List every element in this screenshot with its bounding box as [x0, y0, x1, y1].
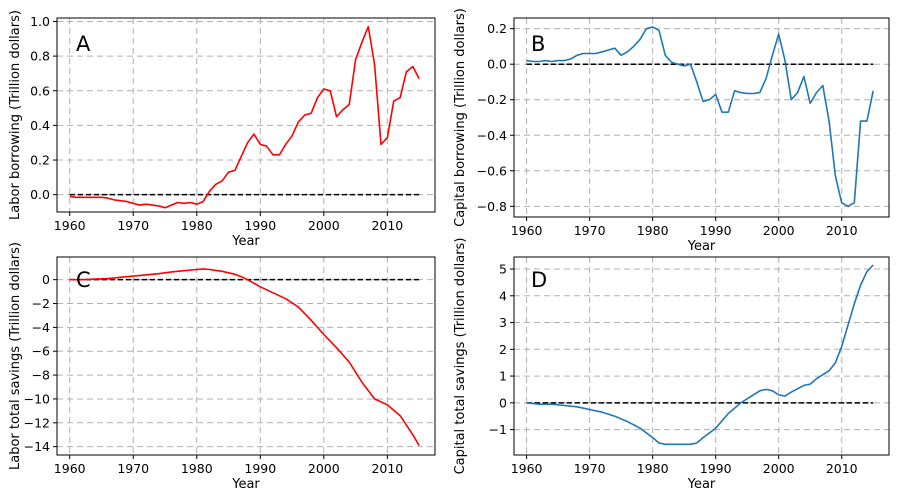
panel-a-x-tick-label: 1980 [181, 218, 213, 233]
panel-a-series-line [69, 25, 420, 209]
panel-d-y-tick-label: 2 [499, 342, 507, 357]
panel-d-y-tick-label: 0 [499, 395, 507, 410]
panel-d-y-tick-label: 3 [499, 315, 507, 330]
panel-a-x-tick-label: 2010 [371, 218, 403, 233]
panel-b-y-tick-label: −0.2 [477, 92, 507, 107]
panel-c-series-line [69, 268, 420, 446]
panel-b-y-tick-label: −0.4 [477, 128, 507, 143]
panel-d-y-axis-label: Capital total savings (Trillion dollars) [453, 238, 468, 475]
panel-a-y-axis-label: Labor borrowing (Trillion dollars) [8, 10, 23, 220]
panel-b-y-tick-label: 0.0 [487, 57, 507, 72]
panel-c-x-tick-label: 1980 [181, 461, 213, 476]
panel-a-x-tick-label: 1970 [117, 218, 149, 233]
panel-d: 1960 1970 1980 1990 2000 2010 −1 0 1 2 3 4 5 Year Capi… [453, 238, 890, 492]
panel-d-y-tick-label: −1 [489, 422, 507, 437]
panel-b-grid [514, 18, 889, 217]
panel-c-y-tick-label: −14 [24, 439, 50, 454]
panel-b: 1960 1970 1980 1990 2000 2010 −0.8 −0.6 −0.4 −0.2… [453, 8, 890, 254]
panel-a-y-tick-label: 0.2 [30, 153, 50, 168]
panel-a-x-tick-label: 1990 [244, 218, 276, 233]
panel-b-y-tick-label: −0.6 [477, 163, 507, 178]
panel-a-y-tick-label: 1.0 [30, 14, 50, 29]
panel-b-y-tick-label: −0.8 [477, 199, 507, 214]
panel-d-x-tick-label: 1960 [511, 461, 543, 476]
panel-a-y-tick-label: 0.8 [30, 49, 50, 64]
panel-a-y-tick-label: 0.0 [30, 187, 50, 202]
panel-c-x-tick-label: 1970 [117, 461, 149, 476]
panel-c-grid [57, 257, 435, 455]
panel-a-y-tick-label: 0.4 [30, 118, 50, 133]
panel-d-y-tick-label: 5 [499, 262, 507, 277]
panel-d-frame [513, 256, 890, 456]
panel-d-x-tick-label: 2010 [826, 461, 858, 476]
panel-c-y-tick-label: −12 [24, 415, 50, 430]
panel-b-series-line [526, 26, 874, 208]
panel-b-y-axis-label: Capital borrowing (Trillion dollars) [453, 8, 468, 227]
panel-b-y-tick-label: 0.2 [487, 21, 507, 36]
panel-c-y-tick-label: −6 [32, 344, 50, 359]
panel-c-y-tick-label: 0 [42, 272, 50, 287]
panel-d-grid [514, 257, 889, 455]
panel-d-y-tick-label: 4 [499, 288, 507, 303]
panel-d-x-tick-label: 1990 [700, 461, 732, 476]
panel-c-frame [56, 256, 436, 456]
panel-a-x-tick-label: 1960 [54, 218, 86, 233]
panel-b-x-tick-label: 2010 [826, 223, 858, 238]
panel-c-x-tick-label: 2000 [308, 461, 340, 476]
panel-b-x-tick-label: 1970 [574, 223, 606, 238]
panel-a-x-tick-label: 2000 [308, 218, 340, 233]
panel-a: 1960 1970 1980 1990 2000 2010 0.0 0.2 0.4 0.6 0.8 1… [8, 10, 436, 249]
panel-d-x-axis-label: Year [687, 477, 716, 492]
panel-b-frame [513, 17, 890, 218]
panel-c-x-tick-label: 1960 [54, 461, 86, 476]
panel-d-x-tick-label: 2000 [763, 461, 795, 476]
panel-c-x-axis-label: Year [231, 477, 260, 492]
panel-b-x-tick-label: 1980 [637, 223, 669, 238]
panel-d-y-tick-label: 1 [499, 369, 507, 384]
panel-c: 1960 1970 1980 1990 2000 2010 −14 −12 −10 −8 −6 −4 −… [8, 242, 436, 492]
panel-b-x-tick-label: 2000 [763, 223, 795, 238]
panel-a-label: A [76, 32, 91, 56]
panel-d-x-tick-label: 1980 [637, 461, 669, 476]
panel-a-frame [56, 17, 436, 213]
panel-c-y-axis-label: Labor total savings (Trillion dollars) [8, 242, 23, 470]
panel-c-y-tick-label: −4 [32, 320, 50, 335]
panel-b-label: B [531, 32, 545, 56]
panel-b-x-tick-label: 1960 [511, 223, 543, 238]
panel-a-y-tick-label: 0.6 [30, 83, 50, 98]
panel-d-label: D [531, 268, 547, 292]
panel-c-y-tick-label: −8 [32, 368, 50, 383]
panel-c-label: C [76, 268, 91, 292]
panel-c-x-tick-label: 2010 [371, 461, 403, 476]
panel-c-y-tick-label: −10 [24, 391, 50, 406]
panel-c-y-tick-label: −2 [32, 296, 50, 311]
panel-a-x-axis-label: Year [231, 234, 260, 249]
panel-b-x-tick-label: 1990 [700, 223, 732, 238]
panel-c-x-tick-label: 1990 [244, 461, 276, 476]
panel-d-x-tick-label: 1970 [574, 461, 606, 476]
panel-b-x-axis-label: Year [687, 239, 716, 254]
panel-d-series-line [526, 264, 874, 446]
